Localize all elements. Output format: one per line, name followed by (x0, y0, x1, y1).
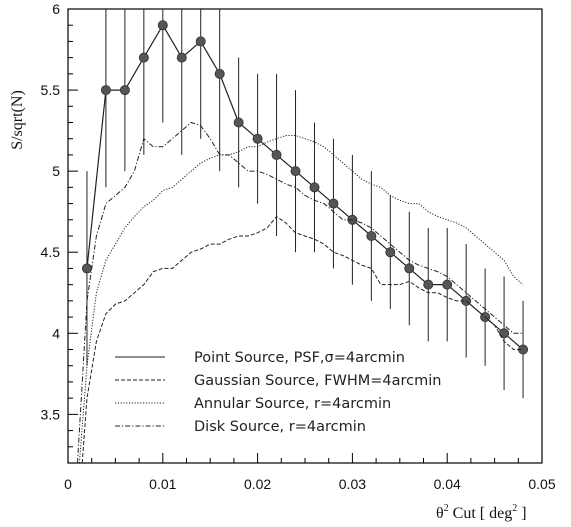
x-tick-label: 0.03 (339, 476, 366, 492)
legend: Point Source, PSF,σ=4arcmin Gaussian Sour… (115, 350, 441, 435)
series-layer (77, 9, 529, 463)
y-tick-label: 3.5 (41, 406, 61, 422)
legend-label-3: Annular Source, r=4arcmin (194, 396, 391, 412)
data-point (423, 279, 434, 290)
y-tick-label: 5 (52, 163, 60, 179)
data-point (290, 166, 301, 177)
legend-label-1: Point Source, PSF,σ=4arcmin (194, 350, 405, 366)
data-point (442, 279, 453, 290)
series-line-2 (81, 215, 523, 463)
x-tick-label: 0.04 (434, 476, 461, 492)
x-axis-label: θ2 Cut [ deg2 ] (436, 503, 527, 522)
y-axis-label: S/sqrt(N) (9, 90, 26, 150)
data-point (385, 247, 396, 258)
legend-label-2: Gaussian Source, FWHM=4arcmin (194, 373, 441, 389)
data-point (271, 149, 282, 160)
series-line-4 (77, 121, 523, 463)
series-line-3 (78, 135, 524, 463)
data-point (309, 182, 320, 193)
data-point (328, 198, 339, 209)
x-tick-label: 0.01 (149, 476, 176, 492)
legend-label-4: Disk Source, r=4arcmin (194, 419, 366, 435)
y-tick-label: 4 (52, 325, 60, 341)
x-axis-label-mid: Cut [ deg (449, 505, 513, 522)
x-tick-label: 0.02 (244, 476, 271, 492)
data-point (252, 133, 263, 144)
x-tick-label: 0 (64, 476, 72, 492)
data-point (81, 263, 92, 274)
x-axis-label-sup: 2 (444, 503, 449, 514)
x-axis-label-theta: θ (436, 505, 444, 522)
data-point (366, 230, 377, 241)
data-point (404, 263, 415, 274)
data-point (214, 68, 225, 79)
data-point (119, 85, 130, 96)
data-point (233, 117, 244, 128)
data-point (157, 20, 168, 31)
x-axis-label-sup2: 2 (512, 503, 517, 514)
data-point (138, 52, 149, 63)
y-tick-label: 6 (52, 1, 60, 17)
data-point (100, 85, 111, 96)
y-tick-label: 5.5 (41, 82, 61, 98)
data-point (195, 36, 206, 47)
data-point (176, 52, 187, 63)
data-point (499, 328, 510, 339)
ticks-layer: 0 0.01 0.02 0.03 0.04 0.05 3.5 4 4.5 5 5.5 6 (41, 1, 556, 492)
x-axis-label-post: ] (517, 505, 526, 522)
x-tick-label: 0.05 (528, 476, 555, 492)
y-tick-label: 4.5 (41, 244, 61, 260)
